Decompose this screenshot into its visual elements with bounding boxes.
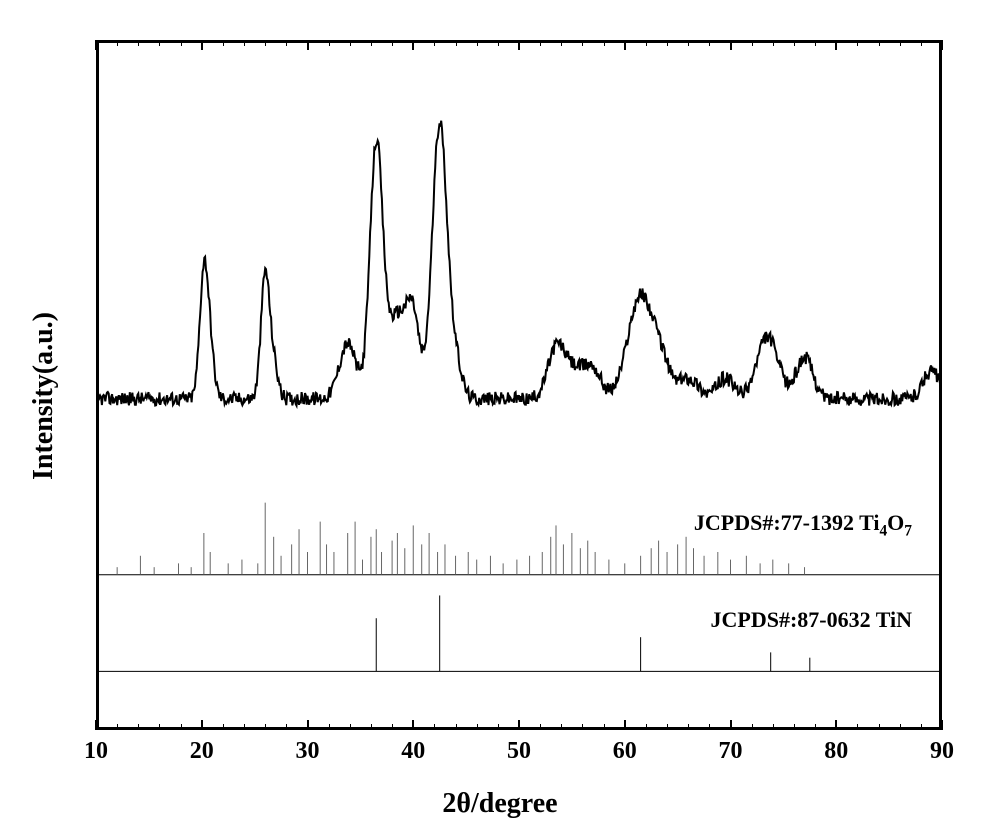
- reference-pattern-label: JCPDS#:77-1392 Ti4O7: [694, 510, 912, 540]
- x-tick-label: 60: [613, 738, 637, 765]
- x-tick-label: 50: [507, 738, 531, 765]
- x-tick-label: 70: [719, 738, 743, 765]
- x-axis-label: 2θ/degree: [0, 788, 1000, 820]
- y-axis-label: Intensity(a.u.): [28, 312, 60, 480]
- plot-area: 102030405060708090JCPDS#:77-1392 Ti4O7JC…: [96, 40, 942, 730]
- x-tick-label: 10: [84, 738, 108, 765]
- x-tick-label: 80: [824, 738, 848, 765]
- reference-pattern-label: JCPDS#:87-0632 TiN: [711, 607, 912, 633]
- x-tick-label: 20: [190, 738, 214, 765]
- x-tick-label: 40: [401, 738, 425, 765]
- x-tick-label: 30: [296, 738, 320, 765]
- xrd-main-trace: [96, 121, 942, 406]
- x-tick-label: 90: [930, 738, 954, 765]
